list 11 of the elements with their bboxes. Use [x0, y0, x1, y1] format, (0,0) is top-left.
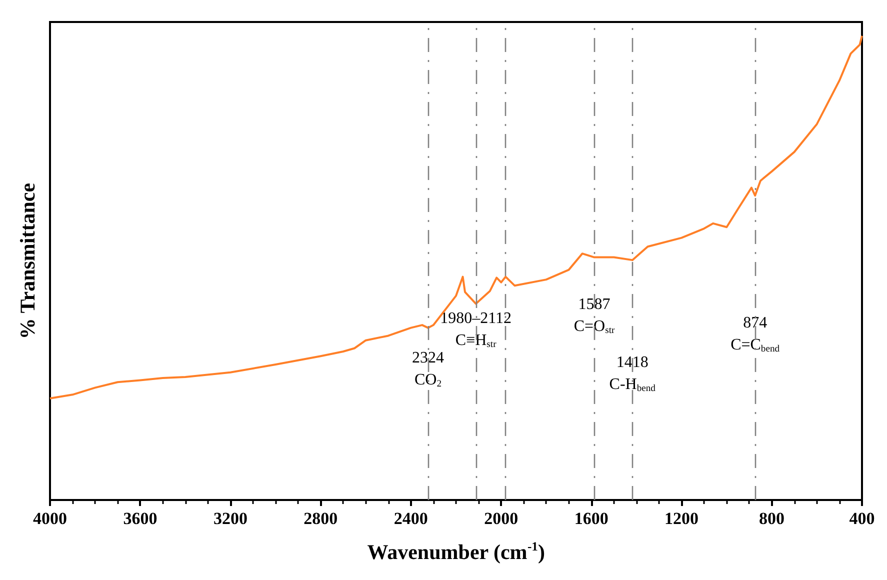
x-tick-label: 1200 — [664, 509, 699, 528]
x-tick-label: 400 — [849, 509, 875, 528]
x-tick-label: 2000 — [484, 509, 518, 528]
x-tick-label: 1600 — [574, 509, 608, 528]
x-tick-label: 4000 — [33, 509, 67, 528]
x-tick-label: 800 — [759, 509, 785, 528]
y-axis-title: % Transmittance — [16, 182, 40, 340]
x-tick-label: 3200 — [213, 509, 248, 528]
x-tick-label: 2400 — [394, 509, 428, 528]
x-tick-label: 3600 — [123, 509, 158, 528]
x-tick-label: 2800 — [304, 509, 338, 528]
